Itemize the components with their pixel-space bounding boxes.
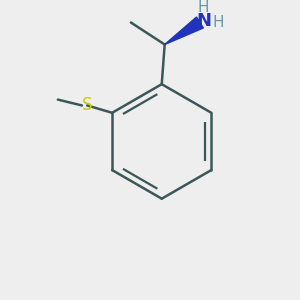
Text: H: H [197,0,208,15]
Text: N: N [197,12,212,30]
Polygon shape [165,17,203,44]
Text: S: S [82,97,92,115]
Text: H: H [213,15,224,30]
